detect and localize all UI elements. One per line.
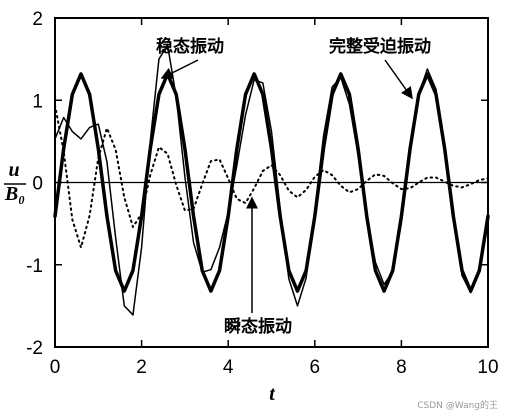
y-label-numerator: u [8,159,19,181]
annotation: 瞬态振动 [224,316,292,337]
x-tick-label: 10 [477,357,498,378]
x-tick-label: 8 [396,357,407,378]
annotation: 稳态振动 [156,36,224,57]
y-tick-label: 1 [32,91,43,112]
x-label: t [269,383,276,405]
y-tick-label: 0 [32,174,43,195]
annotation: 完整受迫振动 [329,36,431,57]
x-tick-label: 0 [50,357,61,378]
x-tick-label: 2 [136,357,147,378]
series-line [54,44,489,316]
y-tick-label: -1 [26,256,43,277]
y-tick-label: -2 [26,338,43,359]
series-line [54,104,489,249]
watermark: CSDN @Wang的王 [417,399,498,411]
x-tick-label: 4 [223,357,234,378]
annotation-arrow [160,59,199,79]
annotation-arrow [384,59,413,100]
y-tick-label: 2 [32,9,43,30]
x-tick-label: 6 [310,357,321,378]
y-label-denominator: B₀ [4,183,25,205]
